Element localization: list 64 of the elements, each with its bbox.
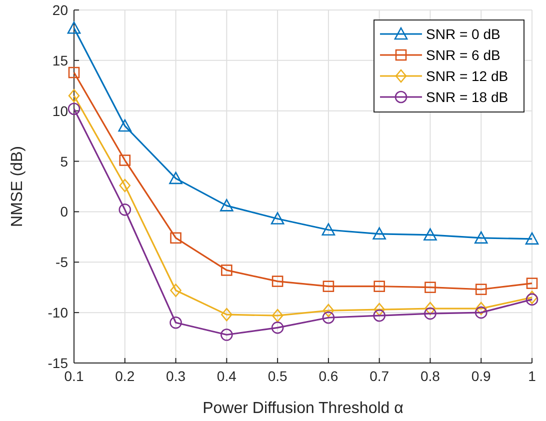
y-tick-label: -10 [48, 304, 68, 321]
point [475, 302, 487, 316]
point [119, 178, 131, 192]
y-tick-label: 0 [60, 204, 68, 220]
point [322, 304, 334, 318]
x-tick-label: 0.3 [166, 368, 186, 384]
point [221, 308, 232, 322]
x-axis-title: Power Diffusion Threshold α [202, 400, 404, 417]
point [526, 278, 538, 289]
point [272, 276, 284, 287]
point [272, 308, 284, 322]
x-tick-label: 1 [528, 368, 536, 384]
y-tick-label: 5 [60, 153, 68, 170]
point [271, 322, 284, 334]
point [526, 293, 538, 306]
point [170, 316, 182, 329]
point [474, 231, 488, 244]
x-tick-label: 0.2 [115, 368, 135, 384]
point [68, 89, 80, 102]
point [424, 282, 436, 294]
point [220, 199, 234, 212]
point [118, 204, 132, 216]
x-tick-label: 0.7 [370, 368, 390, 384]
point [322, 223, 336, 236]
point [525, 232, 539, 245]
legend-label: SNR = 6 dB [426, 47, 500, 63]
y-tick-label: 10 [52, 102, 68, 119]
x-tick-label: 0.6 [318, 368, 338, 384]
y-tick-label: 20 [52, 2, 68, 18]
point [270, 212, 284, 224]
point [474, 306, 488, 319]
y-tick-label: -5 [56, 254, 68, 270]
point [475, 284, 487, 296]
point [424, 228, 437, 241]
point [424, 302, 436, 316]
point [68, 102, 80, 115]
point [221, 264, 232, 276]
point [68, 66, 80, 78]
legend-label: SNR = 0 dB [426, 26, 500, 42]
point [526, 290, 538, 304]
point [424, 307, 436, 320]
y-tick-label: -15 [48, 355, 68, 371]
point [374, 280, 385, 292]
x-tick-label: 0.4 [216, 368, 237, 384]
legend-label: SNR = 18 dB [426, 89, 508, 105]
point [118, 119, 132, 132]
point [372, 227, 386, 240]
x-tick-label: 0.1 [64, 368, 84, 384]
point [170, 284, 182, 298]
point [374, 302, 385, 316]
point [119, 154, 131, 166]
point [220, 328, 233, 341]
point [373, 309, 386, 322]
y-tick-label: 15 [52, 52, 68, 68]
point [170, 232, 182, 244]
y-axis-title: NMSE (dB) [9, 146, 26, 227]
x-tick-label: 0.9 [471, 368, 492, 384]
legend-label: SNR = 12 dB [426, 68, 508, 84]
point [322, 280, 334, 292]
x-tick-label: 0.5 [268, 368, 288, 384]
point [169, 172, 182, 184]
point [322, 311, 335, 324]
point [67, 22, 81, 34]
x-tick-label: 0.8 [420, 368, 440, 384]
